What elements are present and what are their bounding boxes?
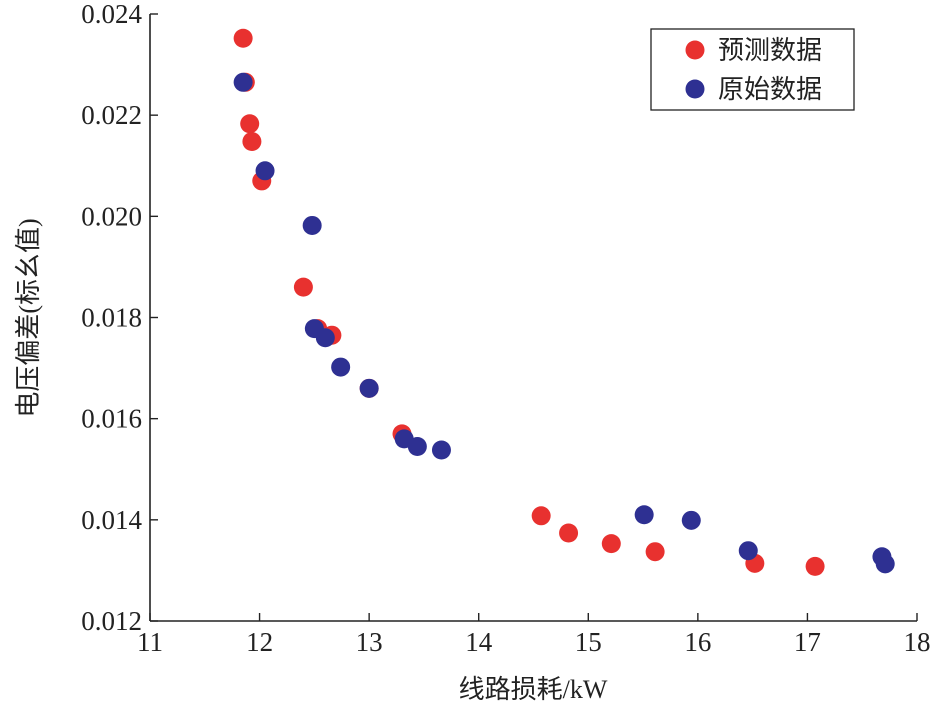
legend-label-predicted: 预测数据 (718, 36, 822, 65)
y-tick-label: 0.020 (81, 201, 142, 231)
original-data-point (331, 357, 351, 377)
legend-label-original: 原始数据 (718, 75, 822, 104)
predicted-data-point (559, 523, 579, 543)
x-tick-label: 12 (246, 627, 273, 657)
legend-marker-original (685, 79, 705, 99)
y-tick-label: 0.022 (81, 100, 142, 130)
predicted-data-point (233, 28, 253, 48)
predicted-data-point (242, 131, 262, 151)
legend-box (650, 28, 855, 111)
x-tick-label: 17 (794, 627, 821, 657)
y-axis-title: 电压偏差(标幺值) (14, 218, 43, 417)
y-tick-label: 0.012 (81, 606, 142, 636)
original-data-point (233, 72, 253, 92)
x-tick-label: 11 (137, 627, 163, 657)
y-tick-label: 0.018 (81, 303, 142, 333)
y-tick-label: 0.016 (81, 404, 142, 434)
original-data-point (738, 541, 758, 561)
original-data-point (431, 440, 451, 460)
original-data-point (315, 328, 335, 348)
predicted-data-point (805, 556, 825, 576)
original-data-point (407, 436, 427, 456)
predicted-data-point (601, 534, 621, 554)
y-tick-label: 0.024 (81, 0, 142, 29)
legend-marker-predicted (685, 40, 705, 60)
y-tick-label: 0.014 (81, 505, 142, 535)
x-tick-label: 18 (904, 627, 931, 657)
x-axis-title: 线路损耗/kW (459, 675, 608, 704)
x-tick-label: 14 (465, 627, 493, 657)
original-data-point (875, 554, 895, 574)
original-data-point (634, 505, 654, 525)
predicted-data-point (645, 542, 665, 562)
predicted-data-point (531, 506, 551, 526)
original-data-point (302, 215, 322, 235)
predicted-data-point (293, 277, 313, 297)
original-data-point (359, 378, 379, 398)
x-tick-label: 15 (575, 627, 602, 657)
original-data-point (681, 510, 701, 530)
x-tick-label: 13 (356, 627, 383, 657)
legend: 预测数据 原始数据 (650, 28, 855, 111)
axis-ticks: 11 12 13 14 15 16 17 18 0.012 0.014 0.016 0.018 0.02… (81, 0, 930, 657)
predicted-data-point (240, 114, 260, 134)
original-data-point (255, 161, 275, 181)
data-points (233, 28, 895, 576)
x-tick-label: 16 (684, 627, 711, 657)
